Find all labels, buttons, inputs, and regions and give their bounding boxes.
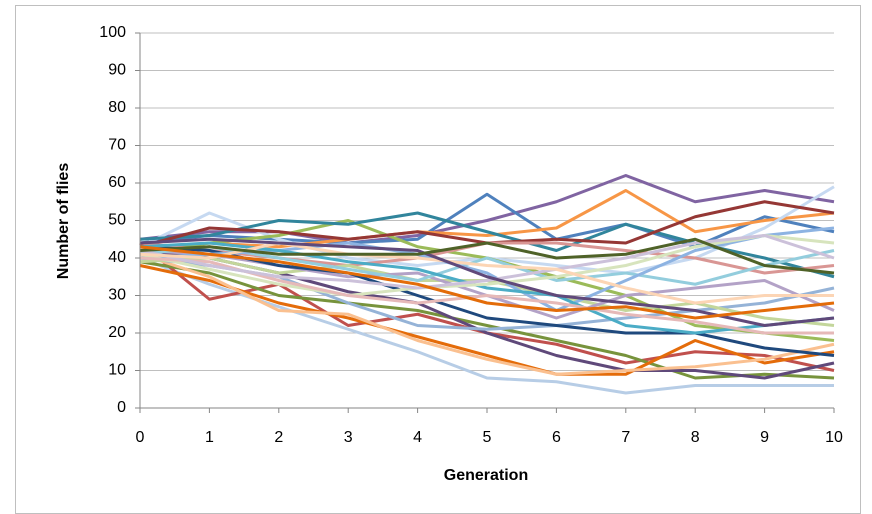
series-line bbox=[139, 234, 835, 290]
x-tick-label: 3 bbox=[344, 429, 353, 446]
series-line bbox=[139, 245, 835, 286]
y-tick-label: 10 bbox=[108, 362, 126, 379]
y-tick-label: 50 bbox=[108, 212, 126, 229]
y-tick-label: 80 bbox=[108, 99, 126, 116]
x-tick-label: 4 bbox=[413, 429, 422, 446]
y-tick-label: 40 bbox=[108, 249, 126, 266]
series-line bbox=[139, 241, 834, 305]
y-axis-title: Number of flies bbox=[55, 163, 72, 280]
series-line bbox=[139, 252, 835, 376]
y-tick-label: 20 bbox=[108, 324, 126, 341]
x-tick-label: 9 bbox=[760, 429, 769, 446]
series-line bbox=[139, 260, 835, 380]
x-axis-title: Generation bbox=[444, 467, 528, 484]
x-tick-label: 6 bbox=[552, 429, 561, 446]
x-tick-label: 8 bbox=[691, 429, 700, 446]
series-line bbox=[139, 264, 835, 376]
x-tick-label: 10 bbox=[825, 429, 843, 446]
y-tick-label: 60 bbox=[108, 174, 126, 191]
x-tick-label: 2 bbox=[274, 429, 283, 446]
series-line bbox=[139, 234, 835, 297]
series-line bbox=[139, 189, 835, 252]
x-tick-label: 5 bbox=[483, 429, 492, 446]
x-tick-label: 1 bbox=[205, 429, 214, 446]
y-tick-label: 70 bbox=[108, 137, 126, 154]
y-tick-label: 0 bbox=[117, 399, 126, 416]
y-tick-label: 30 bbox=[108, 287, 126, 304]
x-tick-label: 7 bbox=[621, 429, 630, 446]
y-tick-label: 90 bbox=[108, 62, 126, 79]
series-line bbox=[139, 245, 835, 320]
y-tick-label: 100 bbox=[99, 24, 126, 41]
series-line bbox=[139, 237, 835, 275]
x-tick-label: 0 bbox=[136, 429, 145, 446]
